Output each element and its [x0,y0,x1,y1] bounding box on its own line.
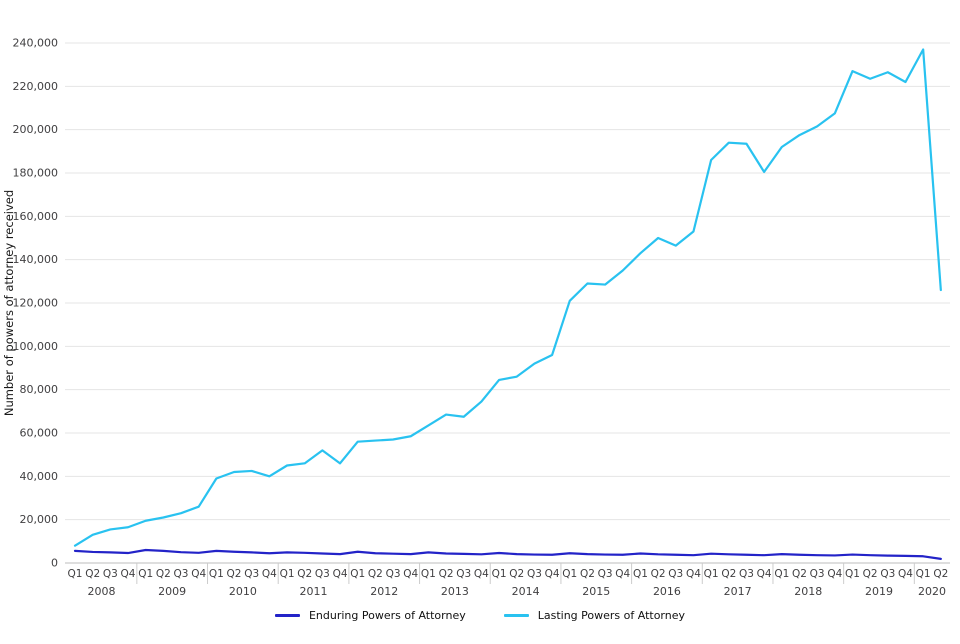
x-tick-quarter-label: Q3 [739,568,754,580]
y-tick-label: 200,000 [13,123,59,136]
legend-label-lasting: Lasting Powers of Attorney [537,609,686,622]
x-tick-quarter-label: Q2 [297,568,312,580]
x-tick-quarter-label: Q2 [792,568,807,580]
legend-label-enduring: Enduring Powers of Attorney [308,609,466,622]
x-tick-quarter-label: Q3 [668,568,683,580]
x-tick-quarter-label: Q1 [704,568,719,580]
x-tick-quarter-label: Q4 [545,568,560,580]
series-line-enduring-powers-of-attorney [73,548,942,560]
x-tick-quarter-label: Q1 [280,568,295,580]
x-tick-year-label: 2009 [158,585,186,598]
x-tick-quarter-label: Q2 [227,568,242,580]
x-tick-quarter-label: Q3 [386,568,401,580]
x-tick-quarter-label: Q4 [827,568,842,580]
series-line-lasting-powers-of-attorney [73,48,942,547]
legend-item-lasting: Lasting Powers of Attorney [503,609,686,622]
x-tick-quarter-label: Q2 [651,568,666,580]
x-tick-quarter-label: Q3 [598,568,613,580]
x-tick-quarter-label: Q1 [350,568,365,580]
x-tick-quarter-label: Q4 [474,568,489,580]
x-tick-quarter-label: Q2 [85,568,100,580]
x-tick-quarter-label: Q3 [174,568,189,580]
x-tick-quarter-label: Q1 [845,568,860,580]
x-tick-quarter-label: Q1 [774,568,789,580]
y-tick-label: 140,000 [13,253,59,266]
x-tick-quarter-label: Q3 [810,568,825,580]
x-tick-quarter-label: Q4 [191,568,206,580]
x-tick-quarter-label: Q2 [156,568,171,580]
x-tick-quarter-label: Q2 [933,568,948,580]
x-tick-quarter-label: Q2 [509,568,524,580]
y-tick-label: 60,000 [20,427,59,440]
x-tick-quarter-label: Q3 [244,568,259,580]
x-tick-quarter-label: Q4 [121,568,136,580]
y-tick-label: 80,000 [20,383,59,396]
legend-item-enduring: Enduring Powers of Attorney [274,609,466,622]
x-tick-quarter-label: Q2 [580,568,595,580]
x-tick-quarter-label: Q4 [333,568,348,580]
x-tick-year-label: 2012 [370,585,398,598]
x-tick-year-label: 2016 [653,585,681,598]
x-tick-quarter-label: Q1 [562,568,577,580]
x-tick-quarter-label: Q1 [916,568,931,580]
y-tick-label: 20,000 [20,513,59,526]
x-tick-year-label: 2017 [724,585,752,598]
y-axis-title: Number of powers of attorney received [2,190,16,416]
x-tick-quarter-label: Q2 [439,568,454,580]
x-tick-quarter-label: Q4 [403,568,418,580]
x-tick-quarter-label: Q3 [103,568,118,580]
y-tick-label: 120,000 [13,297,59,310]
x-tick-year-label: 2013 [441,585,469,598]
x-tick-quarter-label: Q1 [633,568,648,580]
y-tick-label: 100,000 [13,340,59,353]
x-tick-quarter-label: Q1 [138,568,153,580]
x-tick-year-label: 2019 [865,585,893,598]
chart-legend: Enduring Powers of Attorney Lasting Powe… [0,610,960,621]
x-tick-quarter-label: Q1 [68,568,83,580]
x-tick-quarter-label: Q1 [492,568,507,580]
x-tick-year-label: 2020 [918,585,946,598]
x-tick-quarter-label: Q4 [262,568,277,580]
x-tick-quarter-label: Q4 [686,568,701,580]
x-tick-quarter-label: Q3 [456,568,471,580]
x-tick-year-label: 2018 [794,585,822,598]
x-tick-quarter-label: Q3 [880,568,895,580]
y-tick-label: 220,000 [13,80,59,93]
x-tick-quarter-label: Q2 [368,568,383,580]
y-tick-label: 160,000 [13,210,59,223]
enduring-line-marker [274,614,300,617]
y-tick-label: 240,000 [13,37,59,50]
y-tick-label: 0 [51,557,58,570]
x-tick-quarter-label: Q2 [721,568,736,580]
x-tick-quarter-label: Q4 [898,568,913,580]
y-tick-label: 40,000 [20,470,59,483]
x-tick-quarter-label: Q4 [615,568,630,580]
x-tick-quarter-label: Q1 [209,568,224,580]
y-tick-label: 180,000 [13,167,59,180]
x-tick-year-label: 2008 [88,585,116,598]
x-tick-year-label: 2014 [512,585,540,598]
x-tick-year-label: 2015 [582,585,610,598]
x-tick-quarter-label: Q4 [757,568,772,580]
x-tick-quarter-label: Q3 [315,568,330,580]
x-tick-quarter-label: Q1 [421,568,436,580]
x-tick-year-label: 2011 [300,585,328,598]
x-tick-year-label: 2010 [229,585,257,598]
x-tick-quarter-label: Q3 [527,568,542,580]
x-tick-quarter-label: Q2 [863,568,878,580]
lasting-line-marker [503,614,529,617]
